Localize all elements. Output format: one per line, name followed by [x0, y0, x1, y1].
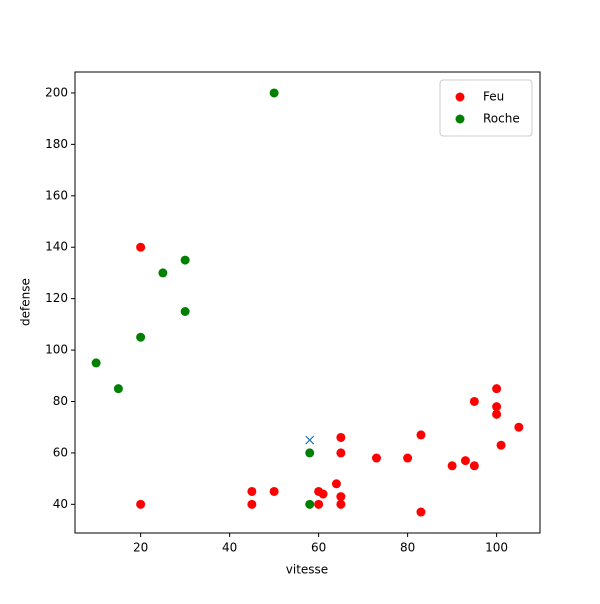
y-tick-label: 200	[45, 85, 68, 99]
legend-marker	[455, 114, 465, 124]
point	[158, 268, 168, 278]
y-tick-label: 180	[45, 137, 68, 151]
point	[247, 486, 257, 496]
point	[247, 499, 257, 509]
point	[371, 453, 381, 463]
point	[269, 486, 279, 496]
x-tick-label: 60	[311, 541, 326, 555]
point	[469, 396, 479, 406]
marker-stroke	[305, 435, 315, 445]
y-tick-label: 160	[45, 188, 68, 202]
point	[180, 255, 190, 265]
point	[314, 499, 324, 509]
point	[460, 456, 470, 466]
point	[469, 461, 479, 471]
point	[305, 435, 315, 445]
point	[336, 499, 346, 509]
point	[416, 507, 426, 517]
point	[318, 489, 328, 499]
legend-box	[439, 79, 533, 137]
point	[113, 384, 123, 394]
point	[336, 432, 346, 442]
point	[269, 88, 279, 98]
legend-label: Roche	[483, 112, 520, 126]
point	[305, 448, 315, 458]
point	[336, 492, 346, 502]
y-axis-label: defense	[19, 278, 33, 326]
y-tick-label: 40	[53, 497, 68, 511]
axes-frame	[74, 71, 541, 534]
x-axis-label: vitesse	[286, 563, 328, 577]
point	[403, 453, 413, 463]
point	[136, 332, 146, 342]
y-tick-label: 120	[45, 291, 68, 305]
legend-label: Feu	[483, 90, 504, 104]
y-tick-label: 100	[45, 343, 68, 357]
y-tick-label: 140	[45, 240, 68, 254]
point	[136, 499, 146, 509]
point	[180, 306, 190, 316]
point	[136, 242, 146, 252]
point	[416, 430, 426, 440]
point	[496, 440, 506, 450]
point	[305, 499, 315, 509]
point	[492, 409, 502, 419]
point	[336, 448, 346, 458]
x-tick-label: 100	[485, 541, 508, 555]
y-tick-label: 80	[53, 394, 68, 408]
point	[91, 358, 101, 368]
y-tick-label: 60	[53, 445, 68, 459]
point	[331, 479, 341, 489]
point	[514, 422, 524, 432]
x-tick-label: 20	[133, 541, 148, 555]
point	[447, 461, 457, 471]
point	[492, 402, 502, 412]
point	[492, 384, 502, 394]
x-tick-label: 40	[222, 541, 237, 555]
legend-marker	[455, 92, 465, 102]
x-tick-label: 80	[400, 541, 415, 555]
